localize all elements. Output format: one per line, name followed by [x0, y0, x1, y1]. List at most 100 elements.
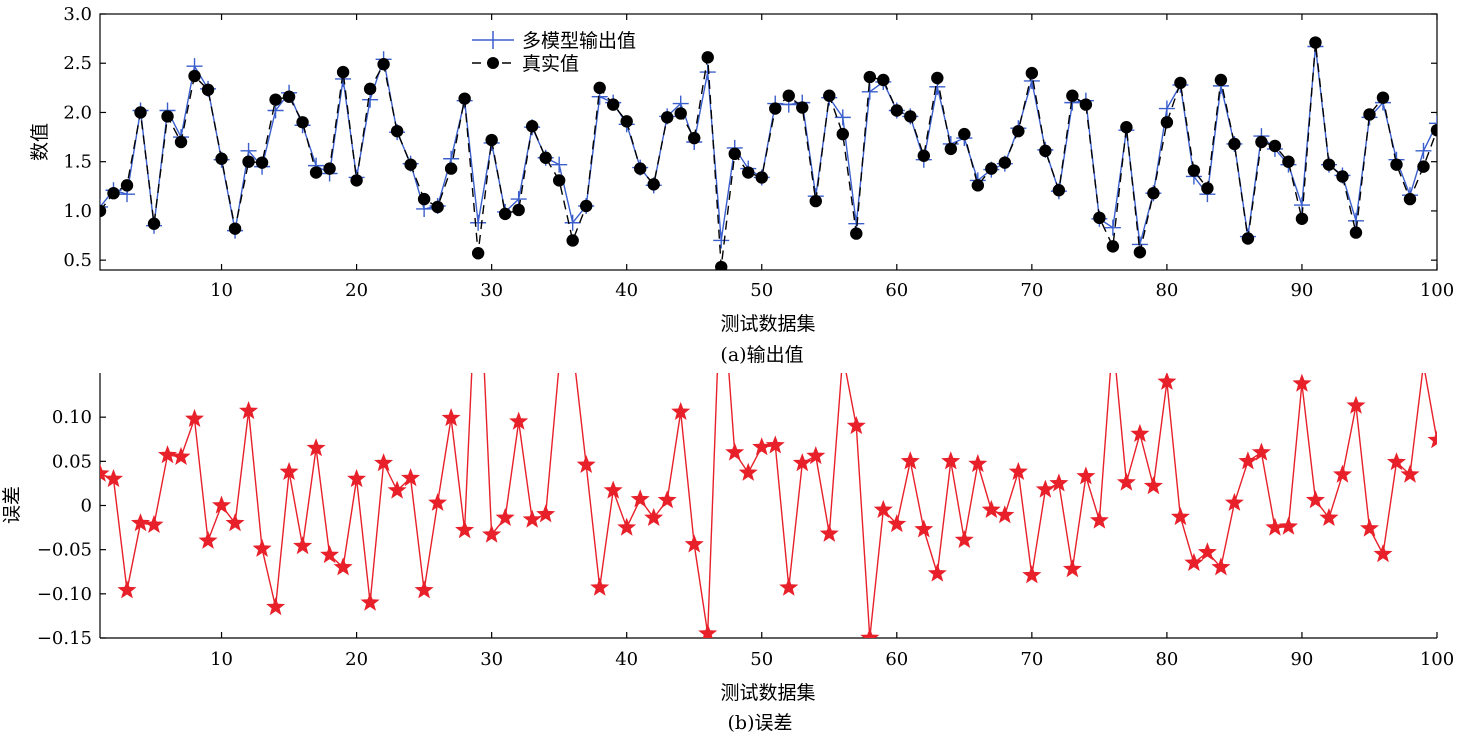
chart-b-plot-area [100, 328, 1437, 638]
y-tick-label: 0.10 [52, 407, 92, 428]
data-point-circle [269, 93, 282, 106]
data-point-star [1319, 507, 1339, 526]
data-point-circle [242, 155, 255, 168]
data-point-circle [823, 89, 836, 102]
data-point-plus [1104, 219, 1121, 236]
x-tick-label: 50 [750, 649, 773, 670]
chart-a-caption: (a)输出值 [720, 344, 803, 366]
data-point-circle [363, 82, 377, 96]
data-point-star [1089, 510, 1109, 529]
chart-b: 10 20 30 40 50 60 70 80 90 100 −0.15 −0.10 −0.05 0 0.0… [1, 328, 1454, 734]
data-point-circle [161, 110, 174, 123]
data-point-circle [1174, 76, 1187, 90]
chart-b-ticks: 10 20 30 40 50 60 70 80 90 100 −0.15 −0.10 −0.05 0 0.0… [37, 407, 1454, 670]
y-tick-label: 1.5 [63, 152, 92, 173]
data-point-circle [917, 149, 931, 162]
data-point-circle [715, 260, 728, 270]
x-tick-label: 70 [1020, 280, 1043, 301]
data-point-circle [958, 127, 971, 141]
data-point-star [320, 545, 340, 564]
chart-b-caption: (b)误差 [728, 712, 793, 734]
data-point-plus [713, 232, 730, 249]
data-point-star [185, 408, 204, 427]
data-point-circle [1120, 121, 1133, 134]
data-point-circle [444, 162, 458, 175]
chart-a: 10 20 30 40 50 60 70 80 90 1000.51.01.52.02.53.0 … [29, 4, 1454, 366]
data-point-star [1333, 464, 1352, 483]
data-point-star [1103, 328, 1122, 346]
data-point-star [104, 469, 123, 488]
data-point-star [833, 345, 852, 363]
y-tick-label: 2.5 [63, 53, 92, 74]
data-point-circle [539, 151, 552, 164]
data-point-star [1265, 517, 1285, 536]
y-tick-label: 0.5 [63, 250, 92, 271]
data-point-star [1143, 476, 1163, 495]
data-point-circle [417, 192, 431, 206]
data-point-star [1022, 565, 1042, 584]
data-point-star [414, 580, 434, 599]
legend-series-2-label: 真实值 [522, 53, 579, 75]
data-point-star [482, 524, 502, 543]
data-point-circle [309, 166, 323, 179]
series-2-line [100, 42, 1437, 268]
data-point-star [576, 454, 596, 473]
data-point-circle [377, 58, 390, 71]
x-tick-label: 90 [1290, 280, 1313, 301]
y-tick-label: −0.05 [37, 540, 92, 561]
data-point-plus [1347, 212, 1364, 229]
data-point-star [914, 519, 934, 538]
data-point-star [1278, 516, 1298, 535]
data-point-circle [512, 203, 525, 217]
x-tick-label: 100 [1420, 649, 1454, 670]
data-point-star [1427, 430, 1437, 449]
x-tick-label: 20 [345, 649, 368, 670]
data-point-star [698, 623, 718, 638]
data-point-star [1008, 461, 1028, 480]
data-point-circle [525, 120, 539, 133]
data-point-circle [1093, 211, 1106, 225]
data-point-star [671, 401, 691, 420]
data-point-star [441, 408, 461, 427]
data-point-star [158, 445, 177, 464]
data-point-plus [564, 214, 581, 231]
data-point-star [779, 577, 799, 596]
data-point-star [887, 514, 907, 533]
data-point-circle [188, 69, 201, 83]
y-tick-label: 0.05 [52, 451, 92, 472]
data-point-circle [552, 174, 566, 187]
data-point-star [603, 480, 623, 499]
data-point-star [401, 468, 421, 487]
data-point-star [198, 530, 218, 549]
y-tick-label: 3.0 [63, 4, 92, 25]
data-point-star [1305, 490, 1325, 509]
data-point-circle [904, 110, 917, 123]
data-point-circle [1390, 158, 1403, 171]
data-point-circle [809, 194, 822, 208]
data-point-plus [100, 198, 108, 215]
data-point-star [590, 577, 610, 596]
data-point-star [1049, 473, 1069, 492]
data-point-circle [1052, 184, 1066, 197]
data-point-circle [458, 92, 471, 105]
data-point-plus [1158, 100, 1175, 117]
data-point-star [819, 523, 839, 542]
data-point-plus [1415, 142, 1432, 159]
chart-a-ticks: 10 20 30 40 50 60 70 80 90 100 0.5 1.0 1.5 2.0 2.5 3.0 [63, 4, 1454, 301]
data-point-circle [1309, 36, 1322, 49]
data-point-star [725, 442, 745, 461]
data-point-circle [485, 133, 498, 147]
data-point-star [995, 505, 1015, 524]
data-point-circle [336, 65, 350, 79]
data-point-circle [174, 135, 188, 149]
data-point-star [954, 530, 974, 548]
data-point-circle [1349, 226, 1363, 239]
data-point-circle [742, 166, 755, 179]
data-point-star [1251, 442, 1271, 461]
data-point-star [1373, 544, 1393, 563]
data-point-circle [1430, 123, 1437, 137]
data-point-circle [215, 152, 228, 165]
data-point-star [765, 435, 785, 454]
data-point-circle [147, 217, 161, 230]
data-point-circle [661, 111, 674, 124]
